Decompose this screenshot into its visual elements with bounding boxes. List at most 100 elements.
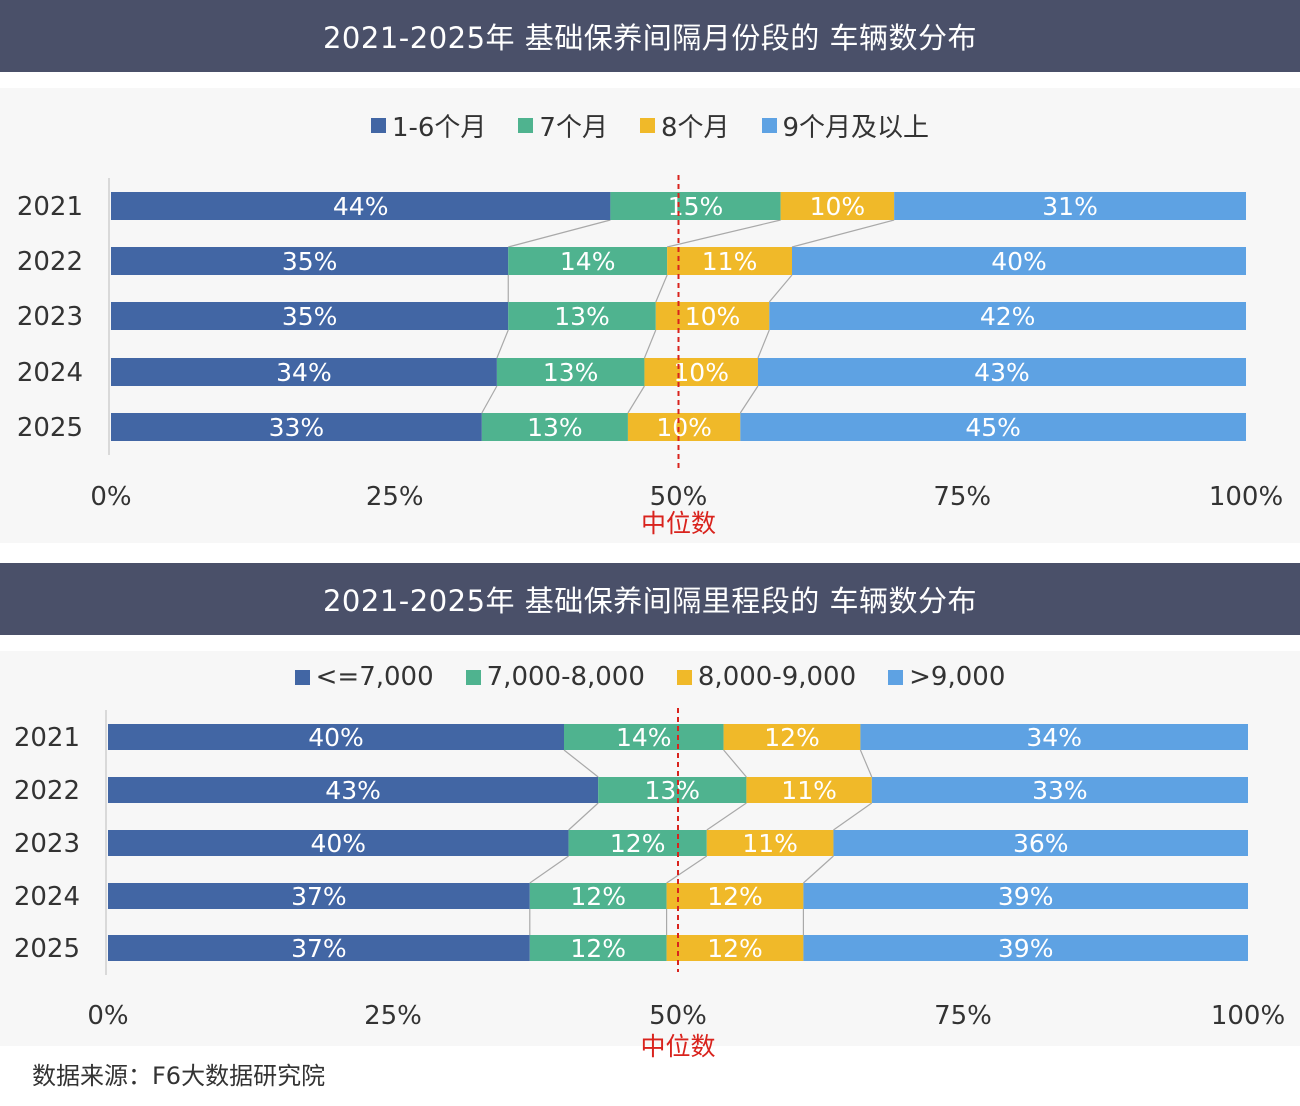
data-label: 10% (810, 192, 866, 221)
bar-segment (568, 830, 707, 856)
bar-segment (803, 935, 1248, 961)
bar-segment (780, 192, 895, 220)
data-label: 33% (269, 413, 325, 442)
bar-segment (598, 777, 747, 803)
bar-segment (111, 358, 497, 386)
bar-segment (740, 413, 1246, 441)
data-label: 40% (991, 247, 1047, 276)
category-label: 2025 (14, 934, 80, 964)
data-label: 35% (282, 247, 338, 276)
x-tick-label: 50% (649, 1001, 707, 1031)
category-label: 2021 (14, 723, 80, 753)
data-label: 10% (673, 358, 729, 387)
legend-swatch (518, 118, 534, 133)
bar-segment (496, 358, 645, 386)
data-label: 43% (325, 776, 381, 805)
data-label: 31% (1042, 192, 1098, 221)
chart2-title: 2021-2025年 基础保养间隔里程段的 车辆数分布 (0, 563, 1300, 635)
legend-item: 8个月 (639, 107, 730, 144)
series-connector-line (563, 749, 599, 778)
category-label: 2025 (17, 413, 83, 443)
bar-segment (655, 302, 770, 330)
series-connector-line (627, 385, 645, 414)
legend-item: 7个月 (518, 107, 608, 144)
x-tick-label: 75% (933, 482, 991, 512)
bar-segment (108, 777, 599, 803)
data-label: 42% (980, 302, 1036, 331)
chart2-plot: 2021 40% 14% 12% 34% 2022 43% 13% 11% 33% 2023 40% 1… (14, 708, 1285, 1060)
data-label: 40% (311, 829, 367, 858)
bar-segment (627, 413, 741, 441)
bar-segment (111, 413, 482, 441)
series-connector-line (859, 749, 873, 778)
data-label: 11% (781, 776, 837, 805)
legend-swatch (294, 669, 310, 685)
bar-segment (508, 247, 668, 275)
category-label: 2021 (17, 192, 83, 222)
legend-label: 7个月 (539, 113, 608, 143)
x-tick-label: 100% (1211, 1001, 1285, 1031)
series-connector-line (508, 219, 611, 248)
bar-segment (108, 724, 564, 750)
bar-segment (610, 192, 781, 220)
series-connector-line (757, 329, 770, 359)
bar-segment (666, 883, 804, 909)
legend-swatch (639, 118, 655, 133)
bar-segment (108, 935, 530, 961)
series-connector-line (655, 274, 668, 303)
data-label: 12% (610, 829, 666, 858)
series-connector-line (529, 855, 569, 884)
x-tick-label: 0% (87, 1001, 128, 1031)
bar-segment (108, 883, 530, 909)
series-connector-line (481, 385, 498, 414)
data-label: 33% (1032, 776, 1088, 805)
data-label: 12% (570, 882, 626, 911)
x-tick-label: 100% (1209, 482, 1283, 512)
bar-segment (111, 247, 509, 275)
median-label: 中位数 (640, 1032, 715, 1060)
bar-segment (894, 192, 1246, 220)
data-label: 44% (333, 192, 389, 221)
data-label: 14% (616, 723, 672, 752)
data-label: 45% (965, 413, 1021, 442)
x-tick-label: 50% (650, 482, 708, 512)
data-label: 10% (656, 413, 712, 442)
legend-swatch (888, 669, 904, 685)
x-tick-label: 75% (934, 1001, 992, 1031)
x-tick-label: 0% (90, 482, 131, 512)
bar-segment (723, 724, 861, 750)
x-tick-label: 25% (366, 482, 424, 512)
legend-item: 9个月及以上 (761, 107, 929, 144)
data-label: 39% (998, 934, 1054, 963)
legend-label: >9,000 (909, 662, 1006, 692)
data-label: 37% (291, 882, 347, 911)
data-label: 13% (543, 358, 599, 387)
data-label: 13% (645, 776, 701, 805)
bar-segment (508, 302, 656, 330)
legend-item: 7,000-8,000 (465, 662, 645, 692)
legend-label: 7,000-8,000 (486, 662, 645, 692)
bar-segment (666, 935, 804, 961)
data-label: 43% (974, 358, 1030, 387)
data-label: 39% (998, 882, 1054, 911)
bar-segment (706, 830, 834, 856)
series-connector-line (768, 274, 793, 303)
bar-segment (860, 724, 1248, 750)
category-label: 2022 (17, 247, 83, 277)
data-label: 10% (685, 302, 741, 331)
x-tick-label: 25% (364, 1001, 422, 1031)
data-label: 15% (668, 192, 724, 221)
category-label: 2023 (14, 829, 80, 859)
chart1-title: 2021-2025年 基础保养间隔月份段的 车辆数分布 (0, 0, 1300, 72)
bar-segment (108, 830, 569, 856)
legend-swatch (761, 118, 777, 133)
bar-segment (529, 883, 667, 909)
legend-label: 8,000-9,000 (697, 662, 857, 692)
legend-label: 1-6个月 (391, 113, 487, 143)
bar-segment (644, 358, 758, 386)
series-connector-line (706, 802, 747, 831)
data-label: 34% (276, 358, 332, 387)
data-label: 13% (527, 413, 583, 442)
series-connector-line (643, 329, 657, 359)
bar-segment (564, 724, 724, 750)
